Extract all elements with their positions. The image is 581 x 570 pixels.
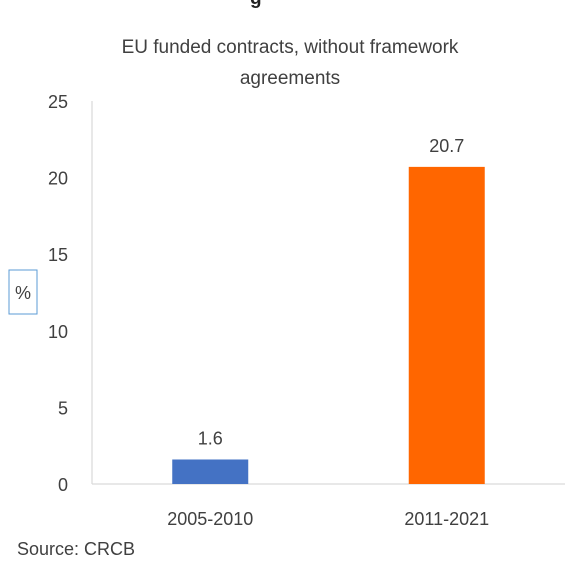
- data-label: 20.7: [429, 136, 464, 156]
- chart-title-line: agreements: [240, 68, 340, 89]
- y-tick-label: 20: [48, 169, 68, 189]
- source-note: Source: CRCB: [17, 539, 135, 559]
- y-axis-label: %: [8, 269, 38, 315]
- x-tick-label: 2011-2021: [404, 509, 489, 529]
- bars: 1.6 20.7: [172, 136, 485, 484]
- chart-title: EU funded contracts, without framework ag…: [122, 37, 459, 89]
- x-axis-ticks: 2005-2010 2011-2021: [167, 509, 489, 529]
- y-axis-ticks: 0 5 10 15 20 25: [48, 92, 68, 495]
- y-tick-label: 10: [48, 322, 68, 342]
- y-tick-label: 15: [48, 245, 68, 265]
- bar-2011-2021: [408, 166, 485, 484]
- x-tick-label: 2005-2010: [167, 509, 253, 529]
- y-tick-label: 0: [58, 475, 68, 495]
- data-label: 1.6: [198, 428, 223, 448]
- chart-title-line: EU funded contracts, without framework: [122, 37, 459, 58]
- bar-2005-2010: [172, 459, 249, 484]
- y-tick-label: 25: [48, 92, 68, 112]
- y-tick-label: 5: [58, 398, 68, 418]
- y-axis-label-text: %: [15, 283, 31, 303]
- clipped-header-text: g: [250, 0, 262, 10]
- y-axis-label-box: [8, 269, 38, 315]
